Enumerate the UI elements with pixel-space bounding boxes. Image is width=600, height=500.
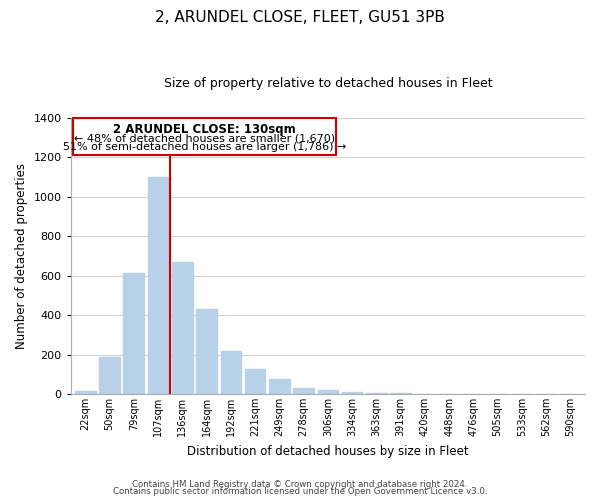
Bar — [124, 273, 144, 394]
Text: Contains public sector information licensed under the Open Government Licence v3: Contains public sector information licen… — [113, 488, 487, 496]
Text: 51% of semi-detached houses are larger (1,786) →: 51% of semi-detached houses are larger (… — [63, 142, 346, 152]
Bar — [99, 356, 120, 394]
Y-axis label: Number of detached properties: Number of detached properties — [15, 163, 28, 349]
Bar — [293, 388, 314, 394]
Bar — [245, 370, 265, 394]
Text: Contains HM Land Registry data © Crown copyright and database right 2024.: Contains HM Land Registry data © Crown c… — [132, 480, 468, 489]
Bar — [317, 390, 338, 394]
Text: 2 ARUNDEL CLOSE: 130sqm: 2 ARUNDEL CLOSE: 130sqm — [113, 123, 296, 136]
Title: Size of property relative to detached houses in Fleet: Size of property relative to detached ho… — [164, 78, 492, 90]
X-axis label: Distribution of detached houses by size in Fleet: Distribution of detached houses by size … — [187, 444, 469, 458]
Bar — [366, 393, 386, 394]
Text: ← 48% of detached houses are smaller (1,670): ← 48% of detached houses are smaller (1,… — [74, 133, 335, 143]
Bar — [221, 350, 241, 394]
Text: 2, ARUNDEL CLOSE, FLEET, GU51 3PB: 2, ARUNDEL CLOSE, FLEET, GU51 3PB — [155, 10, 445, 25]
Bar — [148, 177, 169, 394]
Bar — [172, 262, 193, 394]
Bar — [269, 379, 290, 394]
Bar — [75, 391, 95, 394]
Bar — [342, 392, 362, 394]
FancyBboxPatch shape — [73, 118, 335, 156]
Bar — [196, 310, 217, 394]
